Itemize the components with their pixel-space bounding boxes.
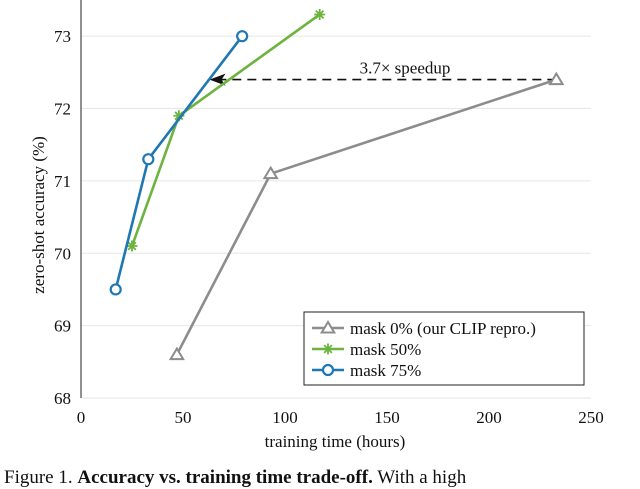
caption-prefix: Figure 1. — [4, 467, 73, 488]
legend-label: mask 0% (our CLIP repro.) — [350, 319, 536, 338]
legend-box — [303, 311, 585, 386]
gridlines — [81, 35, 591, 399]
speedup-label: 3.7× speedup — [360, 59, 451, 78]
legend-label: mask 50% — [350, 340, 421, 359]
series-2 — [109, 30, 249, 296]
data-point — [168, 346, 185, 361]
series-0 — [168, 71, 565, 361]
data-point — [236, 30, 249, 43]
x-tick-label: 100 — [272, 408, 298, 427]
caption-rest: With a high — [377, 467, 467, 488]
legend-swatch-marker — [321, 363, 335, 377]
legend-item: mask 75% — [312, 361, 421, 380]
series-layer — [109, 8, 565, 361]
legend-item: mask 50% — [312, 340, 421, 359]
y-tick-label: 68 — [54, 389, 71, 408]
x-axis-title: training time (hours) — [265, 432, 406, 451]
legend-swatch-marker — [319, 320, 337, 334]
x-tick-label: 0 — [77, 408, 86, 427]
legend-swatch-marker — [322, 343, 334, 355]
speedup-annotation: 3.7× speedup — [209, 59, 557, 86]
y-tick-label: 69 — [54, 317, 71, 336]
speedup-arrow-head — [209, 73, 226, 86]
data-point — [314, 8, 326, 20]
tick-labels: 68 69 70 71 72 73 0 50 100 150 200 250 — [54, 27, 604, 427]
y-tick-label: 72 — [54, 100, 71, 119]
x-tick-label: 250 — [578, 408, 604, 427]
data-point — [262, 165, 279, 180]
data-point — [548, 71, 565, 86]
series-1 — [126, 8, 326, 252]
legend-label: mask 75% — [350, 361, 421, 380]
y-tick-label: 71 — [54, 172, 71, 191]
x-tick-label: 50 — [175, 408, 192, 427]
data-point — [109, 283, 122, 296]
legend: mask 0% (our CLIP repro.) mask 50% mask 75… — [303, 311, 585, 386]
y-tick-label: 70 — [54, 244, 71, 263]
y-axis-title: zero-shot accuracy (%) — [29, 136, 48, 294]
legend-item: mask 0% (our CLIP repro.) — [312, 319, 536, 338]
x-tick-label: 150 — [374, 408, 400, 427]
data-point — [142, 153, 155, 166]
data-point — [173, 110, 185, 122]
caption-bold: Accuracy vs. training time trade-off. — [77, 467, 373, 488]
series-line — [114, 35, 244, 290]
series-line — [130, 13, 321, 247]
x-tick-label: 200 — [476, 408, 502, 427]
y-tick-label: 73 — [54, 27, 71, 46]
data-point — [126, 240, 138, 252]
figure-caption: Figure 1. Accuracy vs. training time tra… — [4, 467, 640, 489]
